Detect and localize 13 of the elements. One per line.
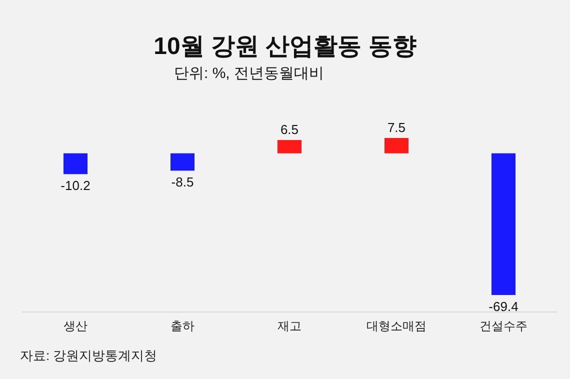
x-tick-label: 대형소매점 (366, 319, 426, 333)
data-label: -8.5 (171, 174, 194, 190)
x-tick-label: 생산 (64, 319, 88, 333)
data-label: 6.5 (280, 122, 299, 138)
x-tick-label: 재고 (278, 319, 302, 333)
x-tick-label: 건설수주 (480, 319, 528, 333)
chart-subtitle: 단위: %, 전년동월대비 (174, 65, 324, 82)
data-label: -10.2 (60, 178, 90, 194)
data-label: 7.5 (387, 120, 406, 135)
text: 자료: 강원지방통계지청 (20, 348, 158, 363)
chart-title: 10월 강원 산업활동 동향 (154, 33, 416, 60)
x-tick-label: 출하 (170, 319, 194, 333)
data-label: -69.4 (488, 299, 518, 314)
